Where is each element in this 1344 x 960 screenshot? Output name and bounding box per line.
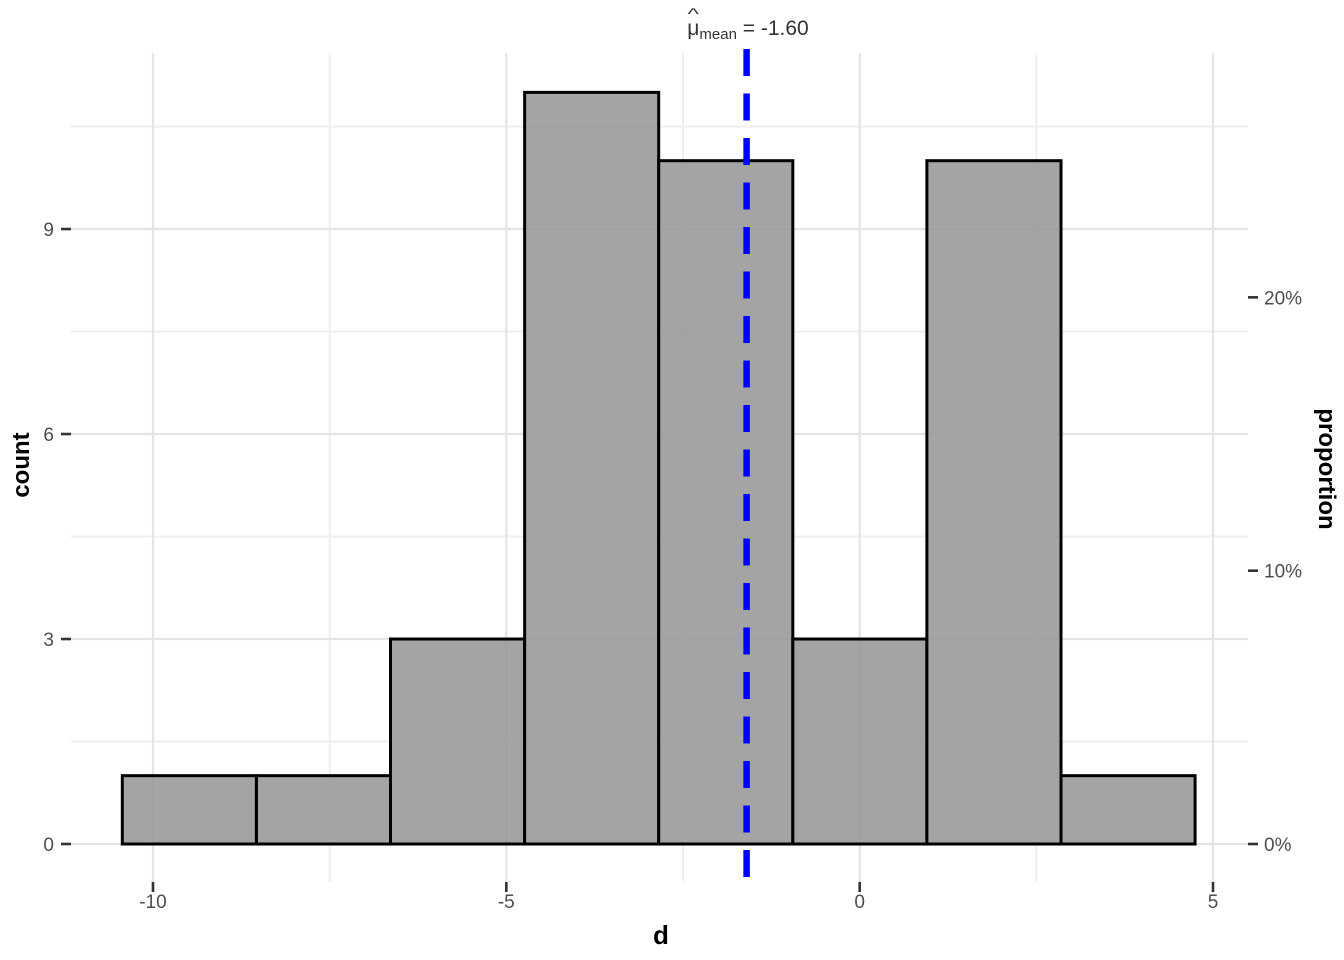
histogram-bar: [791, 637, 929, 846]
y-right-axis-title: proportion: [1313, 408, 1340, 530]
x-tick-label: -10: [139, 892, 166, 913]
mu-hat-symbol: ^ μ: [687, 7, 700, 41]
x-axis-title: d: [653, 920, 669, 950]
y-left-tick-label: 6: [43, 425, 54, 446]
y-left-tick-label: 3: [43, 630, 54, 651]
mu-letter: μ: [687, 17, 700, 40]
mean-annotation: ^ μmean = -1.60: [687, 7, 809, 44]
y-right-tick-label: 10%: [1264, 562, 1302, 583]
histogram-bar: [388, 637, 527, 846]
y-left-tick-label: 0: [43, 835, 54, 856]
y-right-tick-label: 20%: [1264, 288, 1302, 309]
histogram-bar: [254, 774, 392, 846]
histogram-bar: [120, 774, 258, 846]
annotation-subscript: mean: [699, 26, 737, 43]
histogram-bar: [657, 159, 795, 846]
hat-accent-icon: ^: [687, 6, 699, 23]
annotation-value: = -1.60: [736, 17, 809, 40]
histogram-bar: [1059, 774, 1197, 846]
histogram-bar: [523, 90, 661, 846]
x-tick-label: 0: [854, 892, 865, 913]
x-tick-label: -5: [498, 892, 515, 913]
histogram-bar: [925, 159, 1063, 846]
y-left-axis-title: count: [8, 432, 35, 498]
y-right-tick-label: 0%: [1264, 835, 1292, 856]
x-tick-label: 5: [1208, 892, 1219, 913]
y-left-tick-label: 9: [43, 220, 54, 241]
